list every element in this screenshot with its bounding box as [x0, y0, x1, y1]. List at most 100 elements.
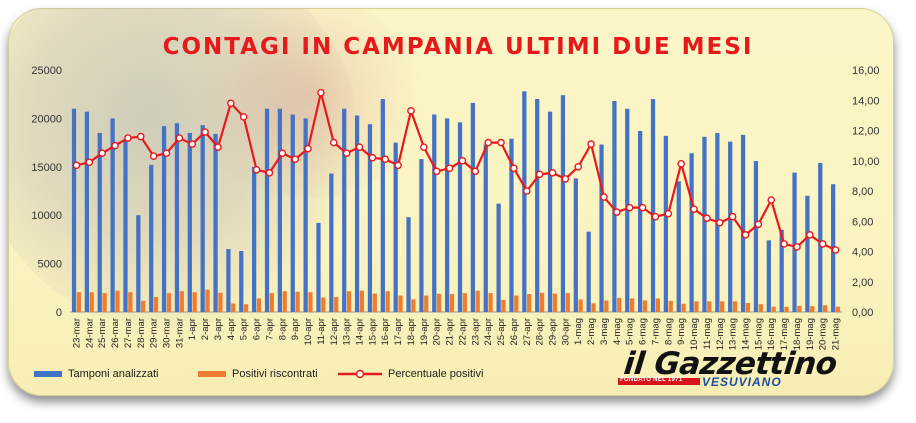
x-tick-label: 22-apr: [457, 318, 468, 345]
bar-positivi: [282, 291, 287, 312]
point-percentuale: [497, 138, 505, 147]
bar-tamponi: [496, 203, 501, 312]
bar-positivi: [784, 306, 789, 312]
point-percentuale: [278, 149, 287, 157]
bar-tamponi: [689, 153, 694, 312]
x-tick-label: 9-mag: [676, 318, 687, 345]
bar-tamponi: [393, 142, 398, 312]
point-percentuale: [85, 158, 94, 167]
x-tick-label: 21-apr: [445, 318, 456, 345]
bar-positivi: [552, 293, 558, 312]
bar-tamponi: [522, 91, 527, 312]
x-tick-label: 8-mag: [663, 318, 674, 345]
bar-tamponi: [226, 249, 231, 312]
point-percentuale: [458, 156, 467, 165]
bar-tamponi: [599, 144, 604, 312]
bar-positivi: [758, 304, 763, 312]
x-tick-label: 7-apr: [264, 318, 275, 340]
bar-positivi: [488, 293, 493, 312]
point-percentuale: [767, 196, 776, 204]
bar-positivi: [179, 291, 184, 312]
bar-tamponi: [753, 160, 759, 312]
bar-positivi: [475, 290, 480, 312]
bar-positivi: [720, 301, 725, 312]
bar-positivi: [411, 299, 416, 312]
bar-positivi: [617, 297, 622, 312]
x-tick-label: 5-apr: [239, 318, 250, 340]
x-tick-label: 12-mag: [715, 318, 726, 350]
x-tick-label: 1-mag: [573, 318, 584, 345]
x-tick-label: 2-mag: [586, 318, 597, 345]
x-tick-label: 10-mag: [689, 318, 700, 350]
point-percentuale: [741, 231, 750, 239]
point-percentuale: [265, 169, 274, 177]
x-tick-label: 25-mar: [97, 318, 108, 348]
x-tick-label: 4-apr: [226, 318, 237, 340]
bar-tamponi: [329, 173, 334, 312]
bar-positivi: [308, 292, 313, 312]
point-percentuale: [754, 220, 763, 229]
bar-positivi: [462, 293, 467, 312]
logo-founded: FONDATO NEL 1971: [620, 377, 683, 383]
legend-label-tamponi: Tamponi analizzati: [68, 368, 159, 380]
bar-positivi: [166, 293, 172, 312]
bar-tamponi: [161, 126, 167, 312]
y-right-tick-label: 14,00: [852, 95, 880, 107]
x-tick-label: 6-mag: [638, 318, 649, 345]
x-tick-label: 9-apr: [290, 318, 301, 340]
bar-positivi: [642, 300, 648, 312]
x-tick-label: 26-mar: [110, 318, 121, 348]
x-tick-label: 5-mag: [625, 318, 636, 345]
point-percentuale: [638, 203, 647, 212]
point-percentuale: [227, 99, 235, 108]
bar-tamponi: [818, 162, 823, 312]
point-percentuale: [793, 243, 801, 251]
point-percentuale: [111, 141, 119, 150]
bar-tamponi: [650, 99, 656, 312]
point-percentuale: [329, 138, 338, 147]
gazzettino-logo: il Gazzettino FONDATO NEL 1971 VESUVIANO: [618, 346, 848, 390]
bar-tamponi: [123, 139, 128, 312]
x-tick-label: 16-apr: [380, 318, 391, 345]
x-tick-label: 3-mag: [599, 318, 610, 345]
bar-tamponi: [445, 118, 450, 313]
y-left-tick-label: 20000: [31, 113, 62, 125]
x-tick-label: 30-apr: [560, 318, 571, 345]
x-tick-label: 20-mag: [818, 318, 829, 350]
bar-positivi: [655, 298, 660, 312]
bar-positivi: [527, 294, 532, 312]
point-percentuale: [574, 162, 583, 171]
bar-positivi: [578, 299, 583, 312]
x-tick-label: 20-apr: [432, 318, 443, 345]
x-tick-label: 17-apr: [393, 318, 404, 345]
bar-positivi: [630, 298, 635, 312]
bar-tamponi: [84, 111, 89, 313]
bar-tamponi: [367, 124, 373, 313]
chart-title: CONTAGI IN CAMPANIA ULTIMI DUE MESI: [162, 34, 754, 60]
bar-positivi: [256, 298, 262, 312]
point-percentuale: [471, 167, 480, 176]
point-percentuale: [600, 193, 608, 201]
bar-positivi: [269, 293, 274, 312]
bar-tamponi: [252, 166, 257, 312]
x-tick-label: 17-mag: [779, 318, 790, 350]
bar-tamponi: [432, 114, 437, 312]
x-tick-label: 1-apr: [187, 318, 198, 340]
x-tick-label: 19-mag: [805, 318, 816, 350]
x-tick-label: 4-mag: [612, 318, 623, 345]
x-tick-label: 21-mag: [831, 318, 842, 350]
bar-tamponi: [419, 159, 424, 312]
bar-tamponi: [290, 114, 295, 312]
point-percentuale: [510, 164, 518, 173]
x-tick-label: 24-apr: [483, 318, 494, 345]
bar-tamponi: [316, 222, 321, 312]
point-percentuale: [690, 205, 698, 213]
point-percentuale: [831, 246, 840, 254]
bar-tamponi: [174, 123, 180, 313]
point-percentuale: [818, 240, 827, 248]
bar-positivi: [89, 292, 94, 312]
x-tick-label: 30-mar: [162, 318, 173, 348]
bar-tamponi: [277, 108, 282, 312]
x-tick-label: 7-mag: [650, 318, 661, 345]
x-tick-label: 23-mar: [71, 318, 82, 348]
